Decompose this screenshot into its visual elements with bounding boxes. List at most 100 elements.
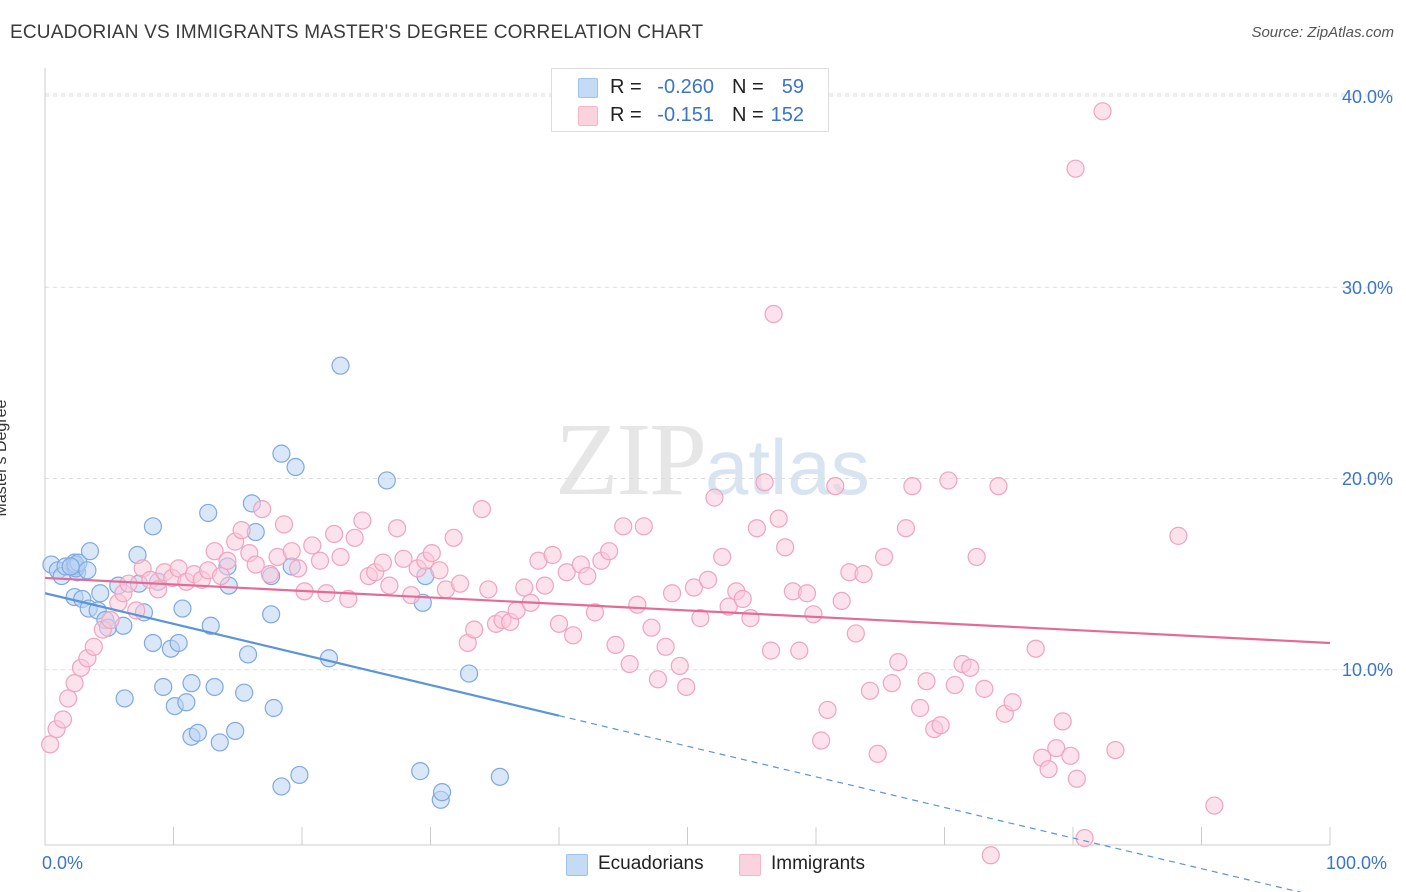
immigrants-point [961, 658, 980, 677]
ecuadorians-point [226, 721, 245, 741]
immigrants-point [274, 515, 294, 534]
immigrants-point [331, 547, 350, 567]
immigrants-point [339, 589, 358, 609]
immigrants-point [422, 543, 441, 563]
stats-row-ecuadorians: R = -0.260 N = 59 [552, 73, 828, 101]
watermark-main: ZIP [555, 402, 707, 517]
immigrants-point [303, 536, 322, 555]
immigrants-point [989, 477, 1008, 496]
immigrants-point [282, 542, 301, 561]
immigrants-point [53, 710, 73, 729]
immigrants-point [910, 698, 930, 718]
immigrants-point [65, 674, 84, 693]
immigrants-point [380, 576, 399, 595]
ecuadorians-point [143, 633, 163, 653]
ecuadorians-point [91, 584, 110, 603]
ecuadorians-point [459, 664, 479, 683]
immigrants-point [705, 488, 724, 507]
immigrants-point [600, 542, 619, 561]
ecuadorians-point [154, 677, 173, 697]
ecuadorians-point [411, 762, 430, 781]
immigrants-legend-swatch [739, 854, 761, 876]
immigrants-point [218, 551, 237, 570]
ecuadorians-point [169, 633, 188, 653]
immigrants-point [634, 517, 653, 536]
immigrants-point [1067, 769, 1086, 788]
immigrants-point [353, 511, 372, 530]
ecuadorians-point [182, 674, 201, 693]
immigrants-point [656, 637, 675, 656]
immigrants-point [670, 656, 689, 676]
immigrants-point [246, 555, 265, 574]
ecuadorians-point [290, 765, 309, 785]
immigrants-point [310, 551, 330, 570]
immigrants-point [677, 677, 696, 697]
chart-title: ECUADORIAN VS IMMIGRANTS MASTER'S DEGREE… [10, 22, 704, 43]
immigrants-point [719, 597, 738, 616]
immigrants-point [557, 563, 576, 582]
stats-row-immigrants: R = -0.151 N = 152 [552, 101, 828, 129]
immigrants-point [578, 566, 597, 586]
immigrants-point [1205, 796, 1224, 815]
immigrants-point [889, 652, 908, 672]
immigrants-point [549, 614, 569, 633]
ecuadorians-point [177, 693, 196, 712]
immigrants-point [939, 471, 958, 490]
ecuadorians-point [201, 616, 220, 635]
immigrants-point [535, 576, 554, 595]
ecuadorians-point [199, 503, 218, 523]
immigrants-point [472, 500, 491, 519]
immigrants-point [444, 528, 463, 547]
immigrants-point [975, 679, 994, 698]
immigrants-point [698, 570, 718, 589]
ecuadorians-point [238, 645, 258, 664]
legend-label: Ecuadorians [598, 853, 704, 874]
immigrants-point [1061, 746, 1080, 765]
immigrants-point [812, 731, 831, 750]
immigrants-point [945, 675, 964, 695]
legend-label: Immigrants [771, 853, 865, 874]
immigrants-point [41, 735, 60, 754]
y-tick-label-10: 10.0% [1341, 660, 1393, 680]
immigrants-point [148, 580, 168, 599]
immigrants-point [826, 477, 845, 496]
ecuadorians-point [205, 677, 224, 697]
immigrants-point [564, 626, 583, 645]
ecuadorians-point [272, 777, 291, 796]
immigrants-point [691, 609, 710, 628]
immigrants-point [84, 637, 103, 656]
x-tick-label-max: 100.0% [1326, 853, 1388, 873]
n-label: N = [732, 104, 764, 126]
ecuadorians-point [331, 356, 350, 375]
immigrants-point [260, 565, 279, 584]
ecuadorians-point [61, 557, 80, 576]
ecuadorians-trend-extension [558, 715, 1303, 892]
immigrants-point [896, 519, 916, 538]
immigrants-point [387, 519, 407, 538]
ecuadorians-point [115, 689, 134, 708]
immigrants-point [804, 605, 823, 624]
immigrants-point [614, 517, 633, 536]
y-tick-label-30: 30.0% [1341, 278, 1393, 298]
immigrants-point [761, 641, 781, 660]
immigrants-point [585, 603, 605, 622]
ecuadorians-point [272, 444, 291, 463]
ecuadorians-point [286, 457, 305, 477]
ecuadorians-point [210, 733, 229, 752]
immigrants-point [325, 524, 344, 544]
immigrants-point [981, 846, 1000, 865]
ecuadorians-point [143, 517, 163, 536]
n-label: N = [732, 76, 764, 98]
immigrants-point [860, 681, 880, 700]
immigrants-trend-line [44, 576, 1331, 645]
ecuadorians-point [235, 683, 254, 702]
immigrants-point [1003, 693, 1022, 712]
immigrants-point [345, 528, 364, 547]
y-tick-label-40: 40.0% [1341, 87, 1393, 107]
ecuadorians-point [377, 471, 396, 490]
immigrants-point [1066, 159, 1085, 178]
immigrants-point [769, 509, 788, 528]
r-value: -0.260 [657, 76, 714, 98]
immigrants-point [967, 547, 986, 567]
